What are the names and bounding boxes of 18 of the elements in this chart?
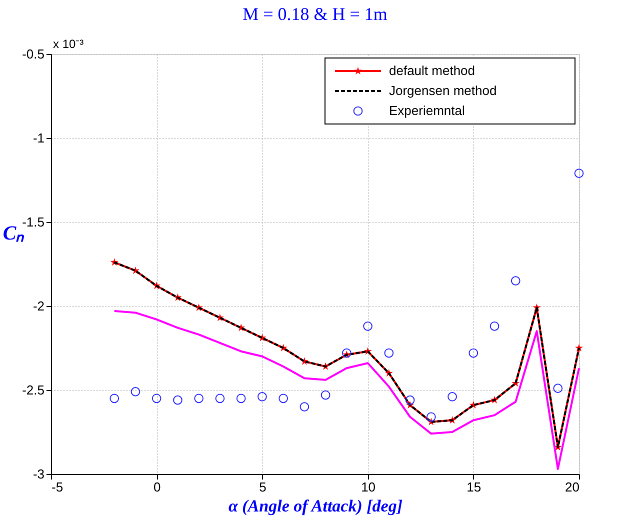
legend-label: default method — [389, 63, 476, 78]
y-tick-label: -3 — [32, 466, 44, 482]
y-tick-label: -1 — [32, 130, 44, 146]
y-tick-label: -0.5 — [22, 46, 44, 62]
x-tick-label: 0 — [153, 480, 161, 494]
legend-label: Jorgensen method — [389, 83, 497, 98]
y-tick-label: -2 — [32, 298, 44, 314]
x-tick-label: 20 — [565, 480, 580, 494]
text: x 10⁻³ — [53, 37, 84, 51]
x-tick-label: 15 — [466, 480, 482, 494]
x-axis-title: α (Angle of Attack) [deg] — [228, 496, 403, 516]
x-tick-label: 5 — [259, 480, 266, 494]
y-tick-label: -2.5 — [22, 382, 44, 398]
x-tick-label: -5 — [52, 480, 64, 494]
chart-title: M = 0.18 & H = 1m — [242, 4, 388, 24]
legend-label: Experiemntal — [389, 103, 465, 118]
x-tick-label: 10 — [361, 480, 376, 494]
line-series — [113, 310, 580, 470]
